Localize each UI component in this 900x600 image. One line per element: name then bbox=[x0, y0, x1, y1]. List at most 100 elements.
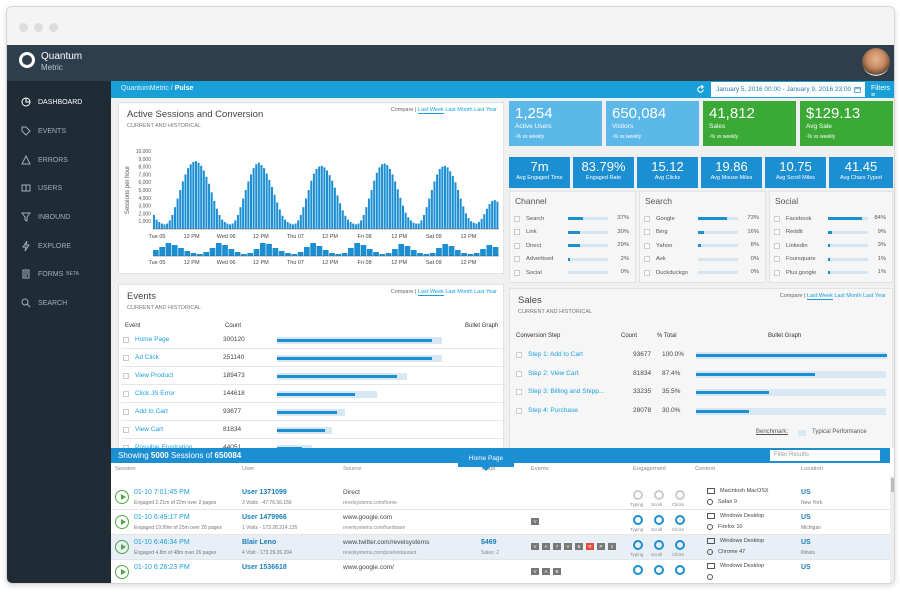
event-badge[interactable]: V bbox=[531, 543, 539, 550]
chart-bar[interactable] bbox=[218, 214, 221, 229]
chart-bar[interactable] bbox=[399, 197, 402, 229]
chart-bar[interactable] bbox=[441, 166, 444, 229]
brush-bar[interactable] bbox=[285, 253, 291, 256]
checkbox[interactable] bbox=[644, 269, 650, 276]
brush-bar[interactable] bbox=[322, 250, 329, 256]
search-row[interactable]: Yahoo bbox=[644, 241, 672, 250]
window-maximize-dot[interactable] bbox=[49, 23, 58, 32]
sales-row[interactable]: Step 4: Purchase 28078 30.0% bbox=[514, 403, 894, 420]
channel-row[interactable]: Direct bbox=[514, 241, 541, 250]
chart-bar[interactable] bbox=[467, 218, 470, 229]
checkbox[interactable] bbox=[774, 242, 780, 249]
chart-bar[interactable] bbox=[252, 168, 255, 229]
sales-row[interactable]: Step 1: Add to Cart 93677 100.0% bbox=[514, 347, 894, 364]
compare-last-month[interactable]: Last Month bbox=[445, 107, 473, 113]
session-time[interactable]: 01-10 6:26:23 PM bbox=[134, 564, 190, 571]
chart-bar[interactable] bbox=[480, 218, 483, 229]
brush-bar[interactable] bbox=[448, 246, 455, 256]
sidebar-item-users[interactable]: USERS bbox=[21, 181, 62, 195]
brush-bar[interactable] bbox=[165, 243, 172, 256]
window-close-dot[interactable] bbox=[19, 23, 28, 32]
brush-bar[interactable] bbox=[316, 246, 323, 256]
chart-bar[interactable] bbox=[166, 223, 169, 229]
chart-bar[interactable] bbox=[451, 175, 454, 229]
chart-bar[interactable] bbox=[221, 219, 224, 229]
chart-bar[interactable] bbox=[323, 167, 326, 229]
session-user[interactable]: Blair Leno bbox=[242, 539, 277, 546]
chart-bar[interactable] bbox=[388, 168, 391, 229]
chart-bar[interactable] bbox=[472, 222, 475, 229]
chart-bar[interactable] bbox=[197, 162, 200, 229]
chart-bar[interactable] bbox=[446, 167, 449, 229]
chart-bar[interactable] bbox=[255, 164, 258, 229]
sidebar-item-explore[interactable]: EXPLORE bbox=[21, 239, 71, 253]
col-session[interactable]: Session bbox=[115, 466, 136, 472]
brush-bar[interactable] bbox=[303, 247, 310, 256]
brush-bar[interactable] bbox=[215, 243, 222, 256]
brush-bar[interactable] bbox=[222, 245, 228, 256]
chart-bar[interactable] bbox=[184, 174, 187, 229]
checkbox[interactable] bbox=[123, 337, 129, 343]
play-session-button[interactable] bbox=[115, 540, 129, 554]
chart-bar[interactable] bbox=[428, 198, 431, 229]
chart-bar[interactable] bbox=[420, 220, 423, 229]
chart-bar[interactable] bbox=[344, 215, 347, 229]
brush-bar[interactable] bbox=[278, 251, 285, 256]
checkbox[interactable] bbox=[514, 269, 520, 276]
event-badge[interactable]: V bbox=[531, 518, 539, 525]
search-row[interactable]: Bing bbox=[644, 228, 668, 237]
chart-bar[interactable] bbox=[478, 221, 481, 229]
session-row[interactable]: 01-10 7:01:45 PM Engaged 2.21m of 22m ove… bbox=[111, 485, 890, 510]
brush-bar[interactable] bbox=[404, 246, 411, 256]
chart-bar[interactable] bbox=[247, 181, 250, 229]
sales-step-label[interactable]: Step 2: View Cart bbox=[528, 369, 579, 377]
refresh-icon[interactable] bbox=[696, 85, 705, 94]
brush-bar[interactable] bbox=[417, 253, 423, 256]
search-row[interactable]: Google bbox=[644, 214, 675, 223]
window-minimize-dot[interactable] bbox=[34, 23, 43, 32]
event-label[interactable]: View Product bbox=[135, 372, 174, 379]
brush-bar[interactable] bbox=[473, 253, 480, 256]
col-location[interactable]: Location bbox=[801, 466, 823, 472]
chart-bar[interactable] bbox=[278, 209, 281, 230]
event-label[interactable]: Click JS Error bbox=[135, 390, 175, 397]
chart-bar[interactable] bbox=[281, 215, 284, 229]
channel-row[interactable]: Search bbox=[514, 214, 544, 223]
sidebar-item-dashboard[interactable]: DASHBOARD bbox=[21, 95, 82, 109]
chart-bar[interactable] bbox=[341, 210, 344, 229]
chart-bar[interactable] bbox=[200, 165, 203, 229]
chart-bar[interactable] bbox=[326, 170, 329, 230]
kpi-avg-clicks[interactable]: 15.12 Avg Clicks bbox=[637, 157, 698, 188]
chart-bar[interactable] bbox=[370, 190, 373, 229]
event-badge[interactable]: V bbox=[564, 543, 572, 550]
event-label[interactable]: Ad Click bbox=[135, 354, 159, 361]
brush-bar[interactable] bbox=[423, 254, 430, 256]
chart-bar[interactable] bbox=[470, 221, 473, 229]
social-row[interactable]: Foursquare bbox=[774, 255, 816, 264]
session-time[interactable]: 01-10 7:01:45 PM bbox=[134, 489, 190, 496]
scrollbar-thumb[interactable] bbox=[891, 478, 894, 492]
checkbox[interactable] bbox=[644, 256, 650, 262]
brush-bar[interactable] bbox=[480, 249, 486, 256]
chart-bar[interactable] bbox=[328, 175, 331, 229]
search-row[interactable]: Duckduckgo bbox=[644, 268, 688, 277]
chart-bar[interactable] bbox=[268, 179, 271, 229]
checkbox[interactable] bbox=[123, 391, 129, 397]
chart-bar[interactable] bbox=[158, 221, 161, 229]
brush-bar[interactable] bbox=[410, 250, 417, 256]
event-label[interactable]: Possible Frustration bbox=[135, 444, 192, 451]
session-time[interactable]: 01-10 6:49:17 PM bbox=[134, 514, 190, 521]
compare-last-year[interactable]: Last Year bbox=[474, 289, 497, 295]
sales-row[interactable]: Step 2: View Cart 81834 87.4% bbox=[514, 366, 894, 383]
chart-bar[interactable] bbox=[485, 208, 488, 229]
compare-last-month[interactable]: Last Month bbox=[834, 293, 862, 299]
compare-last-week[interactable]: Last Week bbox=[806, 293, 833, 300]
chart-bar[interactable] bbox=[260, 165, 263, 229]
chart-bar[interactable] bbox=[383, 163, 386, 229]
chart-bar[interactable] bbox=[270, 186, 273, 229]
checkbox[interactable] bbox=[123, 409, 129, 415]
brush-bar[interactable] bbox=[360, 245, 367, 256]
channel-row[interactable]: Social bbox=[514, 268, 542, 277]
brush-bar[interactable] bbox=[429, 253, 436, 256]
kpi-avg-sale[interactable]: $129.13 Avg Sale -% vs weekly bbox=[800, 101, 893, 146]
